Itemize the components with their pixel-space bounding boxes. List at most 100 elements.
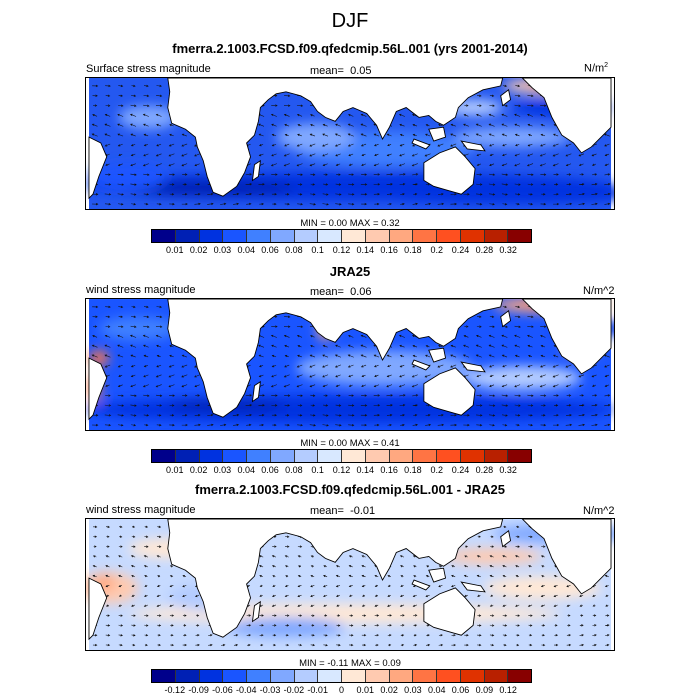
wind-vector-arrow (605, 633, 610, 637)
wind-vector-arrow (284, 594, 289, 598)
wind-vector-arrow (501, 334, 508, 338)
wind-vector-arrow (515, 364, 520, 368)
colorbar-tick-label: 0.04 (427, 685, 446, 695)
wind-vector-arrow (565, 364, 572, 368)
wind-vector-arrow (438, 413, 444, 417)
panel-2-units: N/m^2 (583, 285, 615, 297)
panel-2-colorbar (151, 449, 532, 463)
wind-vector-arrow (182, 414, 188, 417)
wind-vector-arrow (297, 345, 302, 348)
wind-vector-arrow (425, 413, 431, 417)
colorbar-tick-label: 0.14 (356, 465, 375, 475)
wind-vector-arrow (514, 325, 521, 328)
wind-vector-arrow (553, 193, 559, 196)
wind-vector-arrow (399, 604, 405, 607)
wind-vector-arrow (489, 394, 496, 397)
wind-vector-arrow (169, 575, 174, 578)
wind-vector-arrow (156, 315, 163, 319)
wind-vector-arrow (271, 173, 278, 176)
wind-vector-arrow (527, 104, 534, 107)
wind-vector-arrow (130, 374, 136, 378)
wind-vector-arrow (412, 202, 418, 206)
wind-vector-arrow (488, 414, 496, 417)
wind-vector-arrow (566, 173, 572, 176)
colorbar-tick-label: 0.02 (189, 245, 208, 255)
wind-vector-arrow (246, 633, 252, 637)
panel-2-map (85, 298, 615, 431)
wind-vector-arrow (399, 555, 405, 558)
wind-vector-arrow (527, 113, 533, 117)
wind-vector-arrow (105, 94, 111, 97)
colorbar-swatch (270, 450, 295, 462)
wind-vector-arrow (476, 183, 483, 186)
colorbar-swatch (318, 450, 342, 462)
wind-vector-arrow (604, 584, 609, 588)
wind-vector-arrow (270, 384, 277, 388)
wind-vector-arrow (540, 584, 545, 588)
wind-vector-arrow (130, 153, 136, 157)
wind-vector-arrow (360, 143, 367, 147)
wind-vector-arrow (400, 643, 405, 647)
wind-vector-arrow (565, 384, 572, 388)
wind-vector-arrow (490, 594, 494, 597)
wind-vector-arrow (502, 624, 508, 627)
wind-vector-arrow (157, 575, 161, 578)
wind-vector-arrow (105, 305, 111, 309)
wind-vector-arrow (156, 84, 162, 88)
wind-vector-arrow (335, 565, 340, 568)
wind-vector-arrow (168, 374, 175, 378)
wind-vector-arrow (143, 344, 149, 348)
continent-outline (521, 519, 612, 595)
wind-vector-arrow (374, 364, 379, 368)
wind-vector-arrow (284, 202, 290, 206)
wind-vector-arrow (540, 594, 545, 598)
wind-vector-arrow (157, 643, 161, 647)
wind-vector-arrow (374, 423, 380, 427)
wind-vector-arrow (579, 643, 585, 647)
wind-vector-arrow (476, 163, 481, 166)
wind-vector-arrow (283, 163, 290, 167)
wind-vector-arrow (591, 163, 597, 166)
wind-vector-arrow (489, 104, 495, 107)
wind-vector-arrow (194, 374, 201, 378)
wind-vector-arrow (412, 594, 417, 598)
wind-vector-arrow (515, 594, 520, 597)
wind-vector-arrow (362, 594, 366, 597)
wind-vector-arrow (130, 133, 136, 137)
wind-vector-arrow (386, 133, 392, 137)
wind-vector-arrow (399, 374, 405, 378)
wind-vector-arrow (131, 574, 135, 578)
wind-vector-arrow (489, 384, 495, 388)
wind-vector-arrow (425, 133, 431, 137)
wind-vector-arrow (245, 192, 252, 196)
wind-vector-arrow (514, 394, 521, 397)
wind-vector-arrow (501, 163, 508, 167)
wind-vector-arrow (258, 153, 264, 157)
wind-vector-arrow (502, 584, 506, 587)
wind-vector-arrow (501, 414, 508, 417)
wind-vector-arrow (118, 565, 123, 568)
wind-vector-arrow (514, 123, 521, 127)
wind-vector-arrow (489, 584, 494, 588)
wind-vector-arrow (527, 404, 534, 407)
wind-vector-arrow (360, 404, 368, 407)
wind-vector-arrow (347, 133, 354, 137)
wind-vector-arrow (118, 104, 124, 107)
wind-vector-arrow (143, 315, 150, 319)
wind-vector-arrow (92, 94, 98, 97)
panel-2-variable-label: wind stress magnitude (86, 284, 196, 296)
wind-vector-arrow (387, 584, 391, 587)
wind-vector-arrow (566, 643, 572, 647)
wind-vector-arrow (92, 114, 98, 117)
colorbar-tick-label: 0.24 (451, 245, 470, 255)
wind-vector-arrow (399, 153, 405, 157)
continent-outline (521, 78, 612, 154)
wind-vector-arrow (271, 364, 277, 368)
wind-vector-arrow (514, 334, 521, 338)
colorbar-swatch (152, 230, 176, 242)
map-canvas (86, 78, 614, 209)
wind-vector-arrow (464, 594, 468, 597)
wind-vector-arrow (400, 634, 405, 637)
wind-vector-arrow (566, 584, 571, 588)
colorbar-swatch (294, 230, 319, 242)
